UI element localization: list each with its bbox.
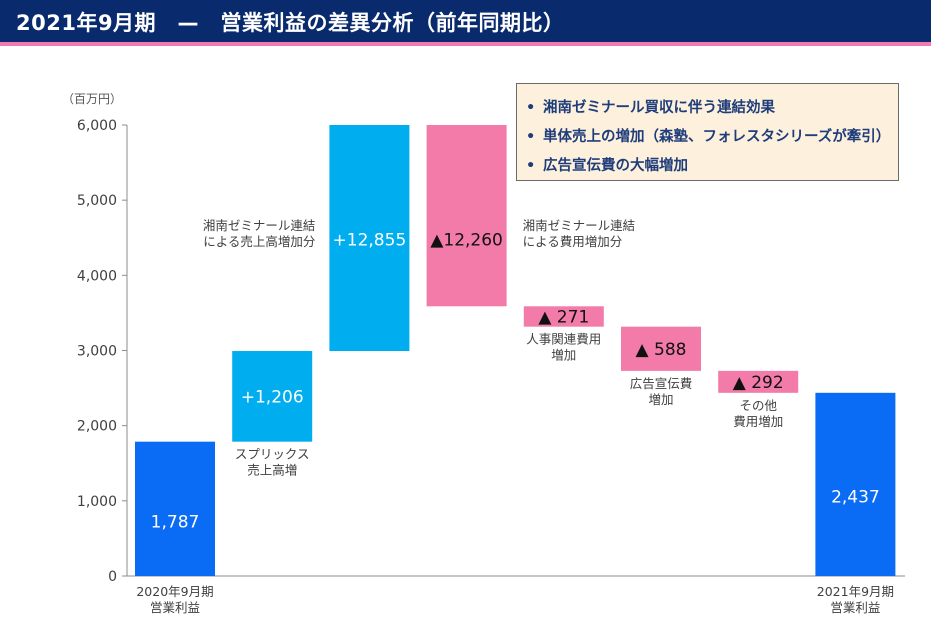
header-bar: 2021年9月期 — 営業利益の差異分析（前年同期比） — [0, 0, 931, 42]
key-points-callout: • 湘南ゼミナール買収に伴う連結効果 • 単体売上の増加（森塾、フォレスタシリーズが… — [516, 83, 899, 181]
bar-increase — [232, 351, 313, 442]
bar-category-label: その他 — [739, 398, 777, 413]
bar-decrease — [523, 306, 604, 327]
bar-total — [135, 441, 215, 576]
bar-category-label: 広告宣伝費 — [630, 376, 693, 391]
bar-decrease — [426, 125, 507, 307]
y-tick-label: 4,000 — [77, 268, 117, 284]
y-tick-label: 0 — [108, 569, 117, 585]
callout-item: • 湘南ゼミナール買収に伴う連結効果 — [526, 94, 888, 123]
bullet-icon: • — [526, 158, 536, 174]
y-axis-unit-label: （百万円） — [62, 92, 122, 106]
bar-category-label: 2021年9月期 — [817, 584, 894, 599]
bar-category-label: 湘南ゼミナール連結 — [203, 218, 316, 233]
bullet-icon: • — [526, 100, 536, 116]
bar-increase — [329, 125, 410, 352]
bullet-icon: • — [526, 129, 536, 145]
bar-value-label: ▲12,260 — [430, 230, 503, 250]
bar-category-label: 人事関連費用 — [526, 332, 601, 347]
y-tick-label: 2,000 — [77, 419, 117, 435]
bar-category-label: 増加 — [551, 348, 576, 363]
header-accent-stripe — [0, 42, 931, 46]
bar-value-label: ▲ 271 — [538, 307, 589, 327]
bar-decrease — [718, 370, 799, 393]
y-tick-label: 6,000 — [77, 118, 117, 134]
callout-item-text: 広告宣伝費の大幅増加 — [543, 158, 688, 174]
bar-category-label: 増加 — [648, 392, 673, 407]
y-tick-label: 5,000 — [77, 193, 117, 209]
bar-category-label: 売上高増 — [247, 463, 297, 478]
y-tick-label: 3,000 — [77, 344, 117, 360]
page-title: 2021年9月期 — 営業利益の差異分析（前年同期比） — [16, 11, 565, 35]
bar-value-label: +1,206 — [241, 387, 304, 407]
bar-value-label: +12,855 — [333, 230, 407, 250]
bar-value-label: 2,437 — [831, 488, 880, 508]
bar-value-label: 1,787 — [151, 513, 200, 533]
callout-item: • 広告宣伝費の大幅増加 — [526, 152, 888, 181]
bar-category-label: 営業利益 — [150, 600, 200, 615]
bar-total — [815, 392, 896, 576]
y-tick-label: 1,000 — [77, 494, 117, 510]
bar-value-label: ▲ 588 — [636, 340, 687, 360]
bar-category-label: スプリックス — [235, 447, 310, 462]
bar-value-label: ▲ 292 — [733, 373, 784, 393]
bar-category-label: 2020年9月期 — [136, 584, 213, 599]
bar-decrease — [621, 326, 701, 371]
waterfall-chart: （百万円） 0 1,000 2,000 3,000 4,000 5,000 6,000 1,78… — [62, 92, 905, 615]
bar-category-label: 営業利益 — [830, 600, 880, 615]
callout-item: • 単体売上の増加（森塾、フォレスタシリーズが牽引） — [526, 123, 888, 152]
bar-category-label: 湘南ゼミナール連結 — [523, 218, 636, 233]
callout-item-text: 湘南ゼミナール買収に伴う連結効果 — [543, 100, 775, 116]
bar-category-label: による売上高増加分 — [203, 234, 315, 249]
bar-category-label: 費用増加 — [733, 414, 783, 429]
callout-item-text: 単体売上の増加（森塾、フォレスタシリーズが牽引） — [543, 129, 888, 145]
bar-category-label: による費用増加分 — [523, 234, 623, 249]
